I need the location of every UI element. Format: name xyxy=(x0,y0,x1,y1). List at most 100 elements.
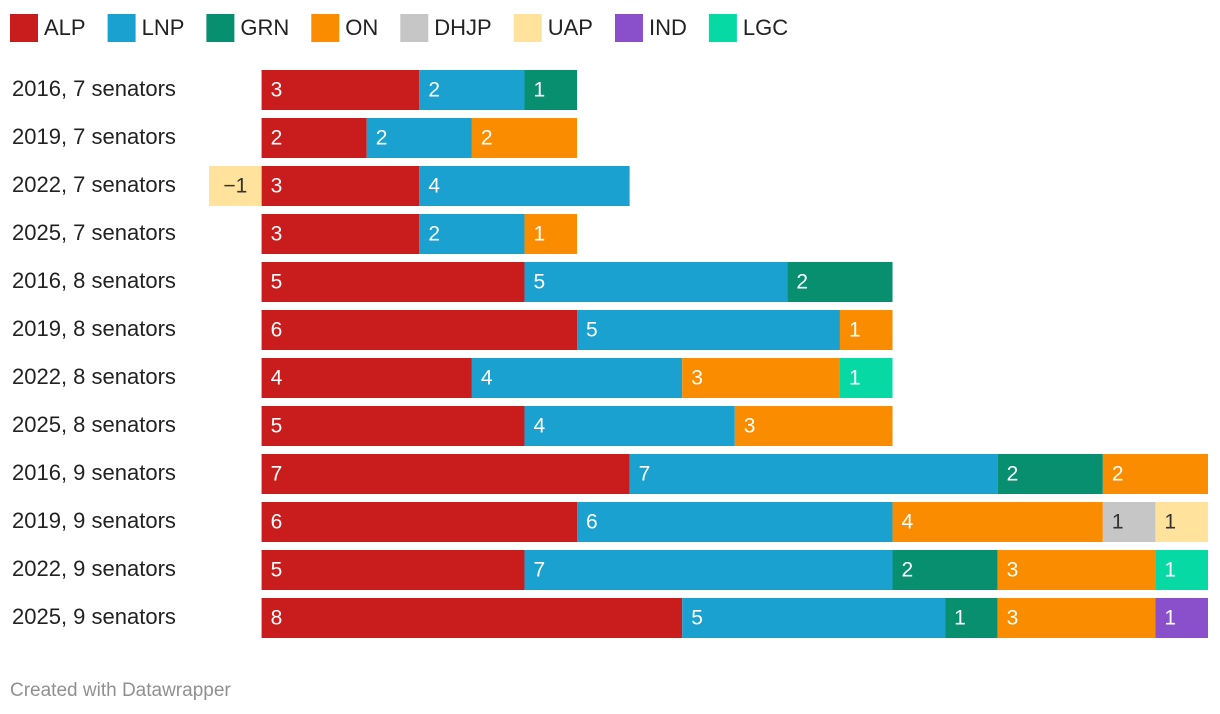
legend-label: LGC xyxy=(743,15,788,40)
legend-label: LNP xyxy=(142,15,185,40)
value-label: 2 xyxy=(481,127,493,150)
value-label: 5 xyxy=(271,415,283,438)
legend-label: ALP xyxy=(44,15,86,40)
bar-segment xyxy=(261,310,578,350)
bar-segment xyxy=(419,70,525,110)
value-label: 5 xyxy=(586,319,598,342)
value-label: 4 xyxy=(533,415,545,438)
bar-segment xyxy=(261,262,525,302)
bar-segment xyxy=(261,454,630,494)
value-label: 3 xyxy=(271,175,283,198)
legend-label: GRN xyxy=(240,15,289,40)
legend-swatch xyxy=(400,14,429,42)
value-label: 1 xyxy=(954,607,966,630)
value-label: 4 xyxy=(902,511,914,534)
category-label: 2022, 9 senators xyxy=(12,556,176,581)
value-label: 6 xyxy=(271,511,283,534)
category-label: 2019, 9 senators xyxy=(12,508,176,533)
bar-segment xyxy=(261,598,683,638)
value-label: 4 xyxy=(428,175,440,198)
bar-segment xyxy=(209,166,262,206)
legend-swatch xyxy=(206,14,235,42)
value-label: 7 xyxy=(533,559,545,582)
footer: Created with Datawrapper xyxy=(10,680,231,701)
value-label: 1 xyxy=(533,79,545,102)
legend-label: ON xyxy=(345,15,378,40)
legend-swatch xyxy=(513,14,542,42)
bar-segment xyxy=(524,262,788,302)
category-label: 2016, 7 senators xyxy=(12,76,176,101)
legend-label: IND xyxy=(649,15,687,40)
bar-segment xyxy=(839,358,893,398)
bar-segment xyxy=(261,118,367,158)
category-label: 2019, 7 senators xyxy=(12,124,176,149)
bar-segment xyxy=(1155,502,1208,542)
bar-segment xyxy=(577,502,893,542)
value-label: 4 xyxy=(481,367,493,390)
bar-segment xyxy=(892,550,998,590)
value-label: 3 xyxy=(1007,559,1019,582)
value-label: 3 xyxy=(271,223,283,246)
category-label: 2025, 7 senators xyxy=(12,220,176,245)
bar-segment xyxy=(261,358,472,398)
bar-segment xyxy=(419,214,525,254)
bar-segment xyxy=(1155,598,1208,638)
value-label: −1 xyxy=(223,175,247,198)
bar-segment xyxy=(892,502,1103,542)
value-label: 2 xyxy=(428,79,440,102)
value-label: 1 xyxy=(1164,559,1176,582)
legend-label: UAP xyxy=(548,15,593,40)
value-label: 4 xyxy=(271,367,283,390)
bar-segment xyxy=(577,310,840,350)
legend-label: DHJP xyxy=(434,15,491,40)
value-label: 1 xyxy=(533,223,545,246)
value-label: 6 xyxy=(586,511,598,534)
bar-segment xyxy=(261,70,420,110)
bar-segment xyxy=(682,358,840,398)
bar-segment xyxy=(629,454,998,494)
bar-segment xyxy=(524,214,578,254)
value-label: 2 xyxy=(428,223,440,246)
legend-swatch xyxy=(10,14,38,42)
bar-segment xyxy=(997,550,1156,590)
category-label: 2016, 9 senators xyxy=(12,460,176,485)
value-label: 1 xyxy=(1164,511,1176,534)
bar-segment xyxy=(787,262,893,302)
bar-segment xyxy=(261,214,420,254)
value-label: 2 xyxy=(796,271,808,294)
bar-segment xyxy=(1155,550,1208,590)
bar-segment xyxy=(945,598,998,638)
bar-segment xyxy=(261,166,420,206)
value-label: 7 xyxy=(639,463,651,486)
legend-swatch xyxy=(311,14,340,42)
bar-segment xyxy=(524,70,578,110)
legend-swatch xyxy=(708,14,737,42)
bar-segment xyxy=(471,358,683,398)
legend-swatch xyxy=(614,14,643,42)
value-label: 1 xyxy=(849,367,861,390)
legend-swatch xyxy=(107,14,136,42)
bar-segment xyxy=(1102,454,1208,494)
value-label: 1 xyxy=(1164,607,1176,630)
value-label: 2 xyxy=(1112,463,1124,486)
bar-segment xyxy=(419,166,630,206)
value-label: 5 xyxy=(271,271,283,294)
category-label: 2016, 8 senators xyxy=(12,268,176,293)
value-label: 2 xyxy=(376,127,388,150)
bar-segment xyxy=(471,118,578,158)
value-label: 5 xyxy=(691,607,703,630)
bar-segment xyxy=(997,598,1156,638)
bar-segment xyxy=(682,598,946,638)
value-label: 3 xyxy=(1007,607,1019,630)
value-label: 6 xyxy=(271,319,283,342)
category-label: 2025, 8 senators xyxy=(12,412,176,437)
category-label: 2022, 8 senators xyxy=(12,364,176,389)
value-label: 2 xyxy=(1007,463,1019,486)
value-label: 5 xyxy=(533,271,545,294)
bar-segment xyxy=(839,310,893,350)
category-label: 2022, 7 senators xyxy=(12,172,176,197)
value-label: 8 xyxy=(271,607,283,630)
bar-segment xyxy=(524,550,893,590)
bar-segment xyxy=(366,118,472,158)
